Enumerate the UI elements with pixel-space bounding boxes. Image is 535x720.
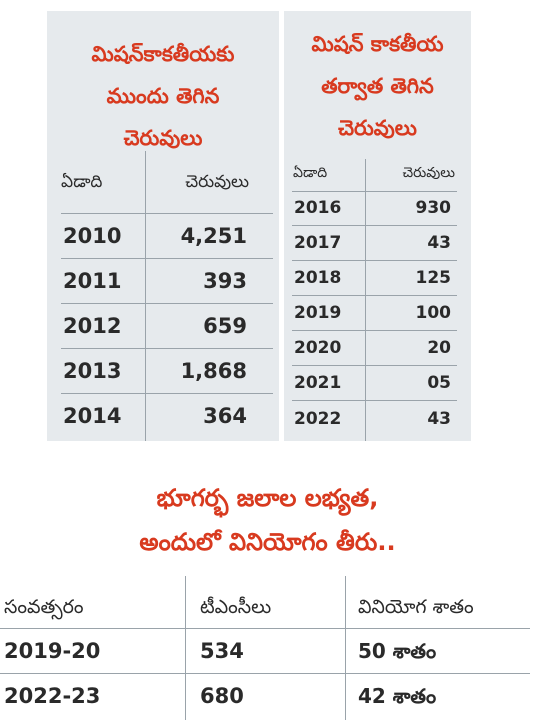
right-header-count: చెరువులు (402, 164, 455, 181)
left-row-year: 2011 (63, 268, 122, 293)
right-table: ఏడాది చెరువులు 2016 930 2017 43 2018 125… (284, 159, 471, 441)
left-header-year: ఏడాది (61, 172, 103, 192)
left-panel: మిషన్‌కాకతీయకు ముందు తెగిన చెరువులు ఏడాద… (47, 11, 279, 441)
left-rule-1 (61, 258, 273, 259)
table-row: 2016 930 (284, 191, 471, 225)
right-row-count: 125 (415, 267, 452, 288)
right-row-year: 2021 (294, 372, 342, 393)
right-row-count: 43 (427, 232, 451, 253)
right-header-row: ఏడాది చెరువులు (284, 161, 471, 187)
groundwater-title-line-2: అందులో వినియోగం తీరు.. (139, 528, 396, 556)
right-rule-2 (292, 260, 457, 261)
right-row-count: 20 (427, 337, 451, 358)
left-row-year: 2013 (63, 358, 122, 383)
left-rule-0 (61, 213, 273, 214)
left-title-line-1: మిషన్‌కాకతీయకు (91, 42, 235, 66)
right-header-year: ఏడాది (293, 164, 328, 181)
right-row-count: 05 (427, 372, 451, 393)
right-row-count: 100 (415, 302, 452, 323)
left-row-count: 659 (203, 313, 247, 338)
left-rule-3 (61, 348, 273, 349)
gw-row-tmc: 534 (200, 639, 244, 663)
right-row-count: 930 (415, 198, 452, 218)
right-row-year: 2022 (294, 409, 342, 429)
right-row-year: 2016 (294, 198, 342, 218)
gw-rule-1 (0, 673, 530, 674)
table-row: 2013 1,868 (47, 348, 279, 393)
right-row-year: 2019 (294, 302, 342, 323)
right-rule-1 (292, 225, 457, 226)
groundwater-title-line-1: భూగర్భ జలాల లభ్యత, (156, 484, 379, 512)
gw-header-year: సంవత్సరం (4, 596, 84, 618)
right-rule-5 (292, 365, 457, 366)
table-row: 2010 4,251 (47, 213, 279, 258)
right-row-count: 43 (427, 409, 451, 429)
table-row: 2019 100 (284, 295, 471, 330)
left-row-count: 364 (203, 403, 247, 428)
right-rule-0 (292, 191, 457, 192)
table-row: 2018 125 (284, 260, 471, 295)
left-row-count: 393 (203, 268, 247, 293)
left-row-year: 2010 (63, 223, 122, 248)
table-row: 2022-23 680 42 శాతం (0, 675, 530, 717)
table-row: 2020 20 (284, 330, 471, 365)
gw-header-usage: వినియోగ శాతం (358, 596, 474, 618)
left-title-line-2: ముందు తెగిన (106, 84, 220, 108)
right-row-year: 2017 (294, 232, 342, 253)
right-rule-3 (292, 295, 457, 296)
groundwater-title: భూగర్భ జలాల లభ్యత, అందులో వినియోగం తీరు.… (0, 476, 535, 564)
left-title-line-3: చెరువులు (123, 126, 203, 150)
gw-header-tmc: టీఎంసీలు (200, 596, 272, 618)
left-table-title: మిషన్‌కాకతీయకు ముందు తెగిన చెరువులు (47, 33, 279, 159)
left-row-count: 4,251 (180, 223, 247, 248)
table-row: 2017 43 (284, 225, 471, 260)
right-rule-4 (292, 330, 457, 331)
left-rule-2 (61, 303, 273, 304)
table-row: 2022 43 (284, 400, 471, 438)
left-table: ఏడాది చెరువులు 2010 4,251 2011 393 2012 … (47, 151, 279, 441)
right-col-divider (365, 159, 366, 441)
left-row-year: 2012 (63, 313, 122, 338)
gw-row-year: 2022-23 (4, 684, 101, 708)
gw-row-tmc: 680 (200, 684, 244, 708)
gw-col-divider-1 (185, 576, 186, 720)
table-row: 2021 05 (284, 365, 471, 400)
groundwater-header-row: సంవత్సరం టీఎంసీలు వినియోగ శాతం (0, 586, 530, 628)
gw-row-year: 2019-20 (4, 639, 101, 663)
gw-col-divider-2 (345, 576, 346, 720)
right-rule-6 (292, 400, 457, 401)
table-row: 2019-20 534 50 శాతం (0, 630, 530, 672)
right-title-line-1: మిషన్ కాకతీయ (311, 32, 444, 56)
right-row-year: 2020 (294, 337, 342, 358)
table-row: 2011 393 (47, 258, 279, 303)
table-row: 2012 659 (47, 303, 279, 348)
gw-rule-0 (0, 628, 530, 629)
left-header-count: చెరువులు (185, 172, 249, 192)
left-rule-4 (61, 393, 273, 394)
table-row: 2014 364 (47, 393, 279, 438)
gw-row-usage: 50 శాతం (358, 639, 437, 663)
right-table-title: మిషన్ కాకతీయ తర్వాత తెగిన చెరువులు (284, 23, 471, 149)
right-title-line-2: తర్వాత తెగిన (321, 74, 434, 98)
left-row-count: 1,868 (180, 358, 247, 383)
left-row-year: 2014 (63, 403, 122, 428)
right-row-year: 2018 (294, 267, 342, 288)
right-title-line-3: చెరువులు (338, 116, 417, 140)
right-panel: మిషన్ కాకతీయ తర్వాత తెగిన చెరువులు ఏడాది… (284, 11, 471, 441)
gw-row-usage: 42 శాతం (358, 684, 437, 708)
left-header-row: ఏడాది చెరువులు (47, 169, 279, 199)
left-col-divider (145, 151, 146, 441)
